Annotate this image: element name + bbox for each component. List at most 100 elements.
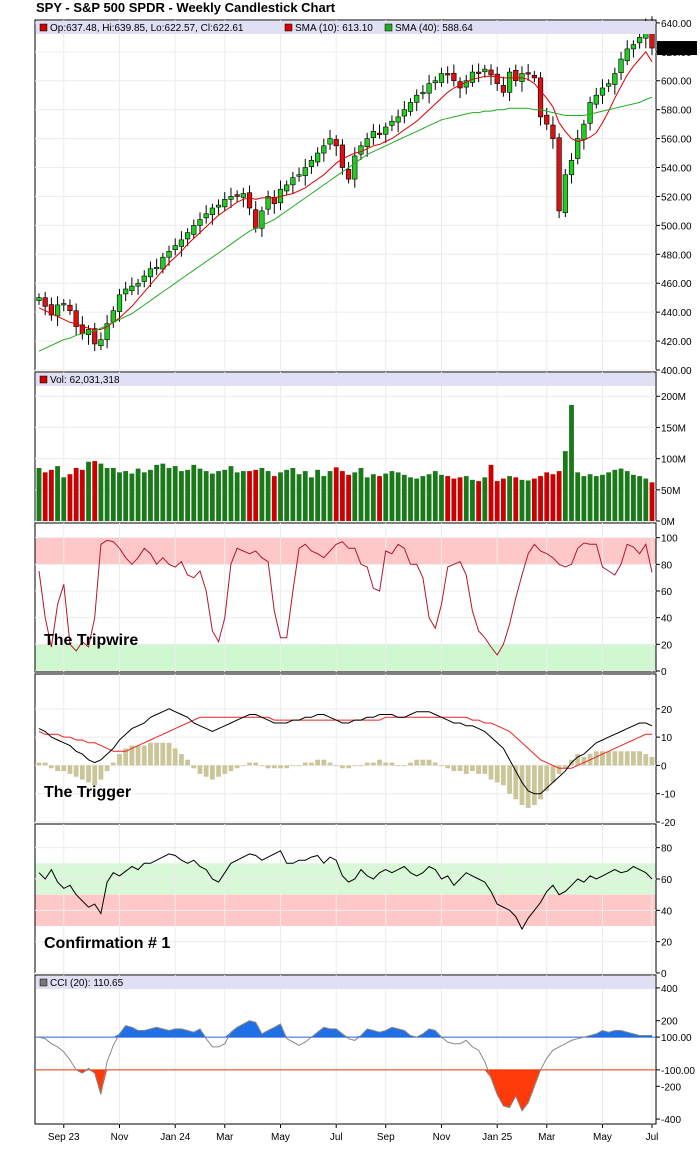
histogram-bar xyxy=(377,759,382,766)
volume-bar xyxy=(618,468,624,521)
volume-bar xyxy=(420,476,426,521)
volume-bar xyxy=(98,463,104,521)
histogram-bar xyxy=(135,745,141,766)
candle-body xyxy=(513,70,519,82)
zone-band xyxy=(35,644,656,671)
histogram-bar xyxy=(179,754,184,766)
y-tick-label: 40 xyxy=(661,614,673,625)
candle-body xyxy=(166,251,172,258)
volume-bar xyxy=(185,469,191,521)
volume-bar xyxy=(482,477,488,521)
candle-body xyxy=(451,72,457,82)
sma10-line xyxy=(38,50,653,330)
histogram-bar xyxy=(538,765,543,800)
y-tick-label: -200 xyxy=(661,1082,681,1093)
candle-body xyxy=(246,192,253,209)
histogram-bar xyxy=(525,765,531,808)
candle-body xyxy=(352,155,358,180)
volume-bar xyxy=(259,467,265,521)
volume-bar xyxy=(209,473,215,521)
legend-text: Op:637.48, Hi:639.85, Lo:622.57, Cl:622.… xyxy=(50,23,244,34)
histogram-bar xyxy=(606,751,612,766)
x-tick-label: Sep xyxy=(377,1132,395,1143)
candle-body xyxy=(562,174,568,213)
legend-swatch xyxy=(384,23,393,32)
histogram-bar xyxy=(488,765,494,780)
volume-bar xyxy=(234,472,240,521)
volume-bar xyxy=(36,467,42,521)
volume-bar xyxy=(624,471,630,521)
volume-bar xyxy=(569,404,574,521)
y-tick-label: 80 xyxy=(661,844,673,855)
legend-text: CCI (20): 110.65 xyxy=(50,978,124,989)
candle-body xyxy=(358,145,364,155)
x-tick-label: Mar xyxy=(216,1132,234,1143)
histogram-bar xyxy=(389,762,395,766)
volume-bar xyxy=(445,476,451,521)
histogram-bar xyxy=(240,765,246,767)
candle-body xyxy=(327,138,333,145)
candle-body xyxy=(407,102,414,112)
last-price-label: 622.61 xyxy=(660,44,691,55)
candle-body xyxy=(104,323,110,340)
candle-body xyxy=(568,159,575,176)
candle-body xyxy=(364,138,370,147)
candle-body xyxy=(73,310,79,327)
volume-bar xyxy=(531,478,537,521)
histogram-bar xyxy=(48,765,54,769)
histogram-bar xyxy=(426,759,432,766)
legend-bar xyxy=(36,976,655,989)
y-tick-label: 440.00 xyxy=(661,308,692,319)
y-tick-label: 40 xyxy=(661,906,673,917)
candle-body xyxy=(315,152,321,163)
volume-bar xyxy=(179,471,184,521)
candle-body xyxy=(203,213,209,219)
histogram-bar xyxy=(302,762,308,766)
y-tick-label: 150M xyxy=(661,423,686,434)
y-tick-label: 480.00 xyxy=(661,250,692,261)
histogram-bar xyxy=(420,759,426,766)
histogram-bar xyxy=(550,765,556,783)
y-tick-label: 100.00 xyxy=(661,1033,692,1044)
volume-bar xyxy=(327,471,333,521)
volume-bar xyxy=(160,463,166,521)
histogram-bar xyxy=(315,759,321,766)
histogram-bar xyxy=(253,762,259,766)
histogram-bar xyxy=(439,765,444,767)
volume-bar xyxy=(593,476,599,521)
volume-bar xyxy=(203,471,209,521)
volume-bar xyxy=(631,474,636,521)
histogram-bar xyxy=(457,765,463,772)
candle-body xyxy=(506,71,513,93)
histogram-bar xyxy=(86,765,91,783)
tripwire-line xyxy=(38,539,653,656)
candle-body xyxy=(185,232,191,240)
histogram-bar xyxy=(290,765,296,767)
histogram-bar xyxy=(531,765,537,806)
candle-body xyxy=(160,256,166,270)
candle-body xyxy=(110,310,116,323)
histogram-bar xyxy=(104,765,110,772)
histogram-bar xyxy=(73,765,79,777)
candle-body xyxy=(376,132,383,135)
candle-body xyxy=(618,58,624,73)
histogram-bar xyxy=(544,765,550,791)
candle-body xyxy=(389,120,395,126)
histogram-bar xyxy=(141,745,147,766)
histogram-bar xyxy=(234,765,240,769)
panel-frame xyxy=(34,522,657,673)
cci-oversold-area xyxy=(39,1069,652,1111)
y-tick-label: 640.00 xyxy=(661,19,692,30)
histogram-bar xyxy=(327,762,333,766)
candle-body xyxy=(463,80,469,88)
legend-text: Vol: 62,031,318 xyxy=(50,375,120,386)
histogram-bar xyxy=(463,765,469,774)
candle-body xyxy=(630,44,637,50)
volume-bar xyxy=(48,469,54,521)
y-tick-label: -400 xyxy=(661,1115,681,1126)
volume-bar xyxy=(110,467,116,521)
histogram-bar xyxy=(98,765,104,780)
histogram-bar xyxy=(494,765,500,783)
volume-bar xyxy=(414,478,420,521)
volume-bar xyxy=(117,472,122,521)
